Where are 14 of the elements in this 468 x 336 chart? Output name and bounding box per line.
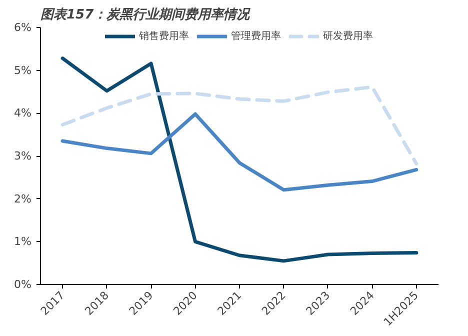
line-series: [60, 112, 418, 192]
y-tick-label: 0%: [14, 278, 32, 291]
legend-label: 销售费用率: [139, 30, 189, 43]
line-series: [60, 85, 418, 166]
chart-title: 图表157：炭黑行业期间费用率情况: [40, 6, 251, 22]
y-tick-label: 3%: [14, 150, 32, 162]
y-tick-label: 6%: [14, 21, 32, 34]
legend-label: 管理费用率: [231, 30, 281, 43]
y-tick-label: 2%: [14, 192, 32, 206]
line-series: [60, 56, 418, 263]
y-tick-label: 4%: [14, 106, 32, 120]
legend-label: 研发费用率: [323, 30, 373, 43]
y-tick-label: 5%: [14, 64, 32, 77]
y-tick-label: 1%: [14, 235, 32, 248]
